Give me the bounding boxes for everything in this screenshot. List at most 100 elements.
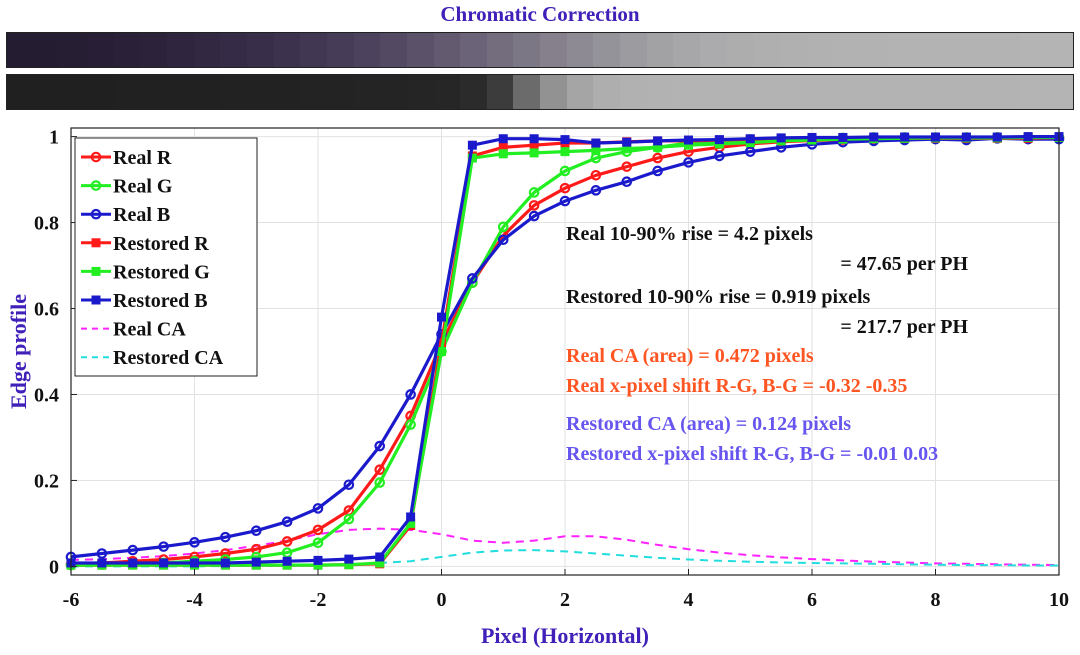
data-point — [559, 165, 571, 177]
data-point — [220, 531, 231, 543]
strip-cell — [726, 75, 754, 109]
data-point — [653, 142, 663, 152]
legend: Real R Real G Real B Restored R Restored G Re… — [74, 137, 258, 377]
strip-cell — [220, 75, 247, 109]
strip-cell — [246, 75, 274, 109]
data-point — [621, 176, 633, 188]
y-tick-label: 0.2 — [34, 470, 59, 492]
strip-cell — [246, 33, 274, 67]
data-point — [498, 149, 508, 159]
strip-cell — [1019, 33, 1047, 67]
legend-entry: Real CA — [81, 319, 186, 341]
data-point — [128, 558, 138, 568]
data-point — [497, 234, 509, 246]
data-point — [312, 524, 324, 536]
data-point — [622, 137, 632, 147]
annotation-text: Restored x-pixel shift R-G, B-G = -0.01 … — [566, 443, 938, 465]
strip-cell — [406, 75, 434, 109]
data-point — [961, 132, 971, 142]
data-point — [406, 518, 416, 528]
strip-cell — [646, 75, 674, 109]
series-line — [71, 549, 1059, 568]
data-point — [684, 135, 693, 145]
annotation-text: Real x-pixel shift R-G, B-G = -0.32 -0.3… — [566, 375, 907, 397]
strip-cell — [220, 33, 247, 67]
strip-cell — [140, 33, 167, 67]
data-point — [96, 548, 108, 559]
strip-cell — [593, 33, 621, 67]
strip-cell — [780, 33, 807, 67]
data-point — [528, 200, 540, 211]
data-point — [528, 210, 540, 222]
data-point — [220, 548, 231, 559]
data-point — [744, 146, 756, 157]
strip-cell — [860, 75, 887, 109]
data-point — [343, 479, 355, 491]
data-point — [498, 134, 508, 144]
strip-cell — [433, 75, 461, 109]
data-point — [158, 541, 169, 552]
strip-cell — [966, 75, 994, 109]
strip-cell — [7, 33, 34, 67]
legend-label: Restored R — [113, 233, 209, 255]
x-tick-label: 8 — [931, 589, 941, 611]
data-point — [992, 132, 1002, 142]
annotation-text: Real CA (area) = 0.472 pixels — [566, 345, 814, 367]
data-point — [529, 134, 539, 144]
data-point — [281, 536, 293, 547]
legend-entry: Restored CA — [81, 347, 224, 369]
strip-cell — [1046, 33, 1074, 67]
data-point — [190, 558, 199, 568]
data-point — [498, 142, 508, 152]
legend-label: Restored B — [113, 290, 208, 312]
strip-cell — [460, 75, 487, 109]
x-tick-label: 6 — [807, 589, 817, 611]
strip-cell — [166, 33, 194, 67]
legend-marker — [90, 208, 102, 220]
strip-cell — [833, 33, 860, 67]
strip-cell — [566, 75, 594, 109]
data-point — [375, 552, 385, 562]
strip-cell — [193, 75, 221, 109]
strip-cell — [753, 33, 781, 67]
data-point — [529, 148, 539, 158]
data-point — [313, 555, 323, 565]
data-point — [559, 195, 571, 207]
data-point — [375, 558, 385, 568]
data-point — [684, 140, 693, 150]
data-point — [591, 138, 601, 148]
y-axis-label: Edge profile — [6, 294, 31, 409]
data-point — [497, 221, 509, 233]
strip-cell — [726, 33, 754, 67]
strip-cell — [1046, 75, 1074, 109]
strip-cell — [33, 33, 61, 67]
strip-cell — [540, 33, 567, 67]
data-point — [343, 513, 355, 525]
data-point — [559, 182, 571, 194]
strip-cell — [966, 33, 994, 67]
strip-cell — [566, 33, 594, 67]
annotation-text: Real 10-90% rise = 4.2 pixels — [566, 223, 813, 245]
legend-entry: Restored G — [81, 261, 210, 283]
data-point — [776, 133, 786, 143]
strip-cell — [60, 33, 87, 67]
chart-title: Chromatic Correction — [440, 2, 640, 26]
strip-cell — [913, 33, 940, 67]
legend-label: Restored G — [113, 261, 210, 283]
y-tick-label: 0.6 — [34, 299, 59, 321]
legend-marker — [90, 180, 102, 191]
strip-cell — [353, 33, 381, 67]
data-point — [374, 440, 386, 452]
legend-entry: Real B — [81, 204, 170, 226]
legend-marker — [91, 295, 101, 305]
data-point — [745, 134, 755, 144]
x-axis-label: Pixel (Horizontal) — [481, 623, 649, 648]
data-point — [220, 558, 230, 568]
data-point — [652, 165, 663, 177]
data-point — [312, 537, 324, 549]
annotation-text: Restored 10-90% rise = 0.919 pixels — [566, 286, 871, 308]
strip-cell — [513, 33, 541, 67]
legend-entry: Real G — [81, 176, 173, 198]
data-point — [405, 419, 416, 430]
